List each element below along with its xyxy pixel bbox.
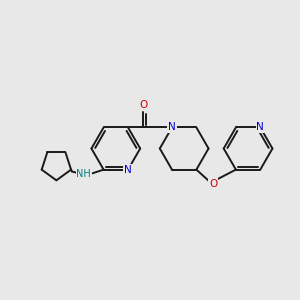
Text: N: N: [124, 165, 132, 175]
Text: N: N: [256, 122, 264, 132]
Text: O: O: [209, 178, 217, 189]
Text: N: N: [168, 122, 176, 132]
Text: O: O: [139, 100, 148, 110]
Text: NH: NH: [76, 169, 91, 179]
